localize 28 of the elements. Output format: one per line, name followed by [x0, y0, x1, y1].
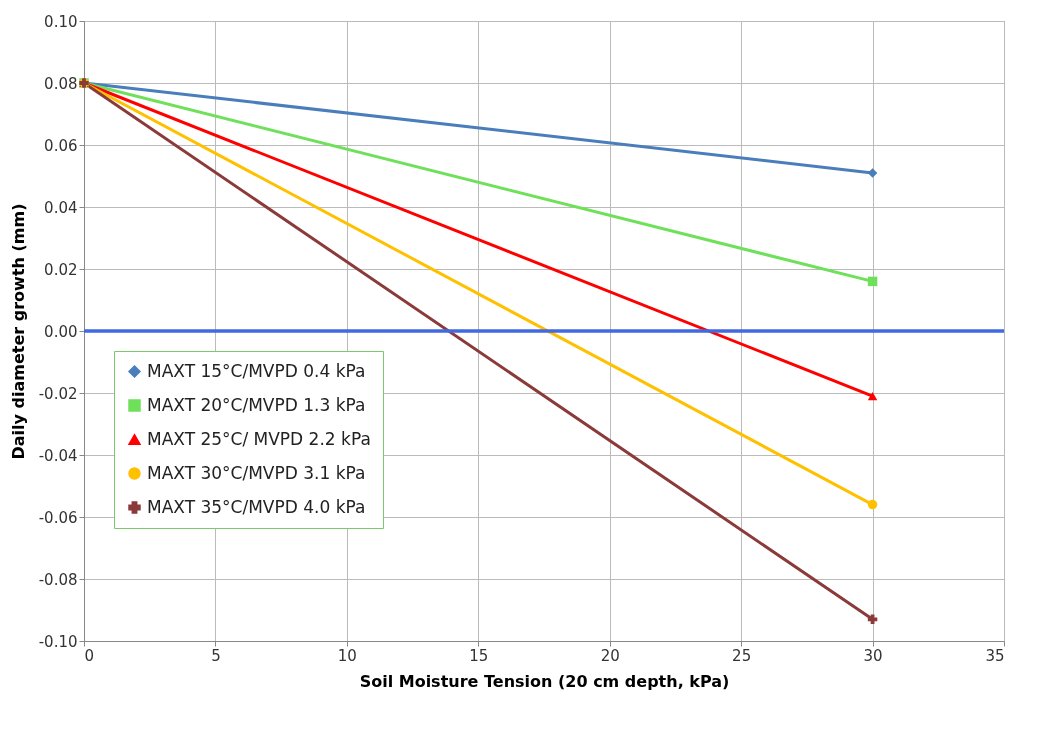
y-tick-label: -0.08	[38, 570, 78, 589]
x-tick-label: 5	[211, 646, 221, 665]
y-axis-title: Daily diameter growth (mm)	[8, 203, 28, 460]
legend-label: MAXT 25°C/ MVPD 2.2 kPa	[147, 428, 371, 449]
y-tick-label: 0.04	[44, 198, 78, 217]
y-tick-label: 0.02	[44, 260, 78, 279]
x-tick-label: 20	[600, 646, 620, 665]
y-tick-label: -0.10	[38, 632, 78, 651]
y-tick-label: -0.04	[38, 446, 78, 465]
y-tick-label: -0.02	[38, 384, 78, 403]
x-tick-label: 35	[985, 646, 1005, 665]
y-tick-label: 0.06	[44, 136, 78, 155]
y-tick-label: 0.08	[44, 74, 78, 93]
x-tick-label: 25	[732, 646, 752, 665]
x-tick-label: 0	[84, 646, 95, 665]
y-tick-label: 0.00	[44, 322, 78, 341]
y-tick-label: -0.06	[38, 508, 78, 527]
y-tick-label: 0.10	[44, 12, 78, 31]
legend-label: MAXT 35°C/MVPD 4.0 kPa	[147, 496, 366, 517]
legend-label: MAXT 15°C/MVPD 0.4 kPa	[147, 360, 366, 381]
x-tick-label: 30	[863, 646, 883, 665]
legend-label: MAXT 20°C/MVPD 1.3 kPa	[147, 394, 366, 415]
point	[867, 499, 878, 510]
x-axis-title: Soil Moisture Tension (20 cm depth, kPa)	[359, 671, 730, 691]
point	[867, 276, 878, 287]
legend-label: MAXT 30°C/MVPD 3.1 kPa	[147, 462, 366, 483]
x-tick-label: 15	[469, 646, 489, 665]
x-tick-label: 10	[337, 646, 357, 665]
